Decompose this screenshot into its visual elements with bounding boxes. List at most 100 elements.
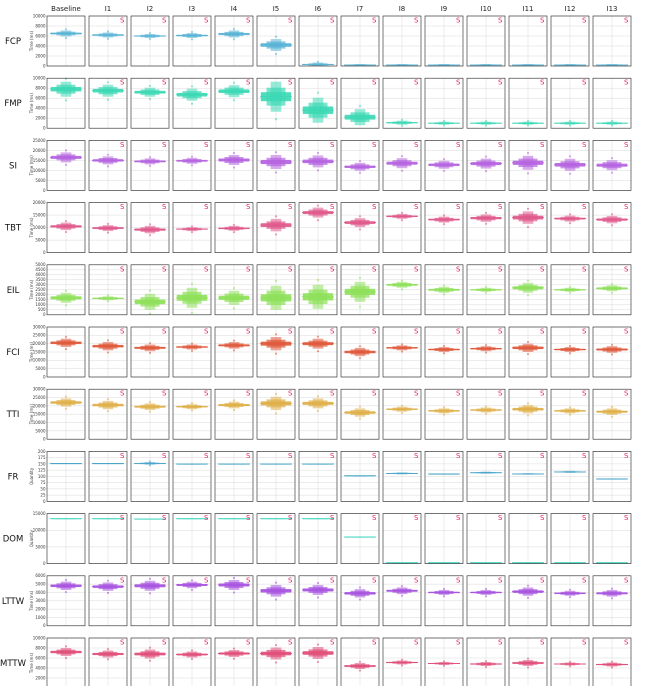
panel-frame — [256, 388, 296, 440]
panel: S — [550, 140, 590, 191]
panel: S — [88, 140, 128, 191]
y-tick-label: 2000 — [35, 53, 46, 58]
panel-frame — [508, 202, 548, 253]
y-tick-label: 1000 — [35, 302, 46, 307]
outlier-point — [190, 231, 194, 234]
outlier-point — [106, 37, 110, 40]
outlier-point — [610, 124, 614, 127]
panel: S — [382, 140, 422, 191]
panel-frame — [256, 451, 296, 502]
significance-mark: S — [288, 141, 293, 149]
panel: S — [214, 326, 254, 378]
panel-frame — [130, 326, 170, 378]
panel-frame — [340, 326, 380, 378]
significance-mark: S — [204, 141, 209, 149]
panel: S — [508, 451, 548, 502]
outlier-point — [484, 587, 488, 591]
outlier-point — [274, 279, 278, 283]
panel: S — [298, 451, 338, 502]
panel-frame — [340, 264, 380, 316]
panel-frame — [88, 264, 128, 316]
panel-frame — [550, 575, 590, 627]
outlier-point — [400, 343, 404, 346]
panel-frame — [508, 637, 548, 686]
panel: S — [214, 513, 254, 564]
panel: S — [424, 77, 464, 129]
y-tick-label: 75 — [40, 480, 46, 485]
panel-frame — [466, 513, 506, 564]
y-axis-label: Quantity — [29, 467, 34, 485]
y-tick-label: 2000 — [35, 675, 46, 680]
y-tick-label: 1500 — [35, 297, 46, 302]
outlier-point — [526, 207, 530, 210]
outlier-point — [148, 400, 152, 404]
panel-frame — [130, 451, 170, 502]
significance-mark: S — [498, 328, 503, 336]
outlier-point — [610, 666, 614, 669]
outlier-point — [568, 285, 572, 289]
row-label: LTTW — [2, 597, 25, 607]
outlier-point — [232, 99, 236, 102]
outlier-point — [526, 657, 530, 660]
outlier-point — [610, 415, 614, 418]
panel: S — [592, 264, 632, 316]
panel-frame — [382, 637, 422, 686]
y-tick-label: 4000 — [35, 272, 46, 277]
panel — [46, 202, 86, 253]
significance-mark: S — [288, 79, 293, 87]
outlier-point — [442, 124, 446, 127]
outlier-point — [358, 598, 362, 601]
panel: S — [466, 77, 506, 129]
y-tick-label: 0 — [43, 374, 46, 379]
outlier-point — [64, 149, 68, 152]
y-axis-label: Time (ms) — [29, 93, 34, 115]
outlier-point — [106, 81, 110, 84]
panel: S — [130, 264, 170, 316]
panel: S — [256, 77, 296, 129]
outlier-point — [526, 402, 530, 405]
outlier-point — [148, 234, 152, 237]
outlier-point — [568, 344, 572, 348]
panel: S — [130, 513, 170, 564]
outlier-point — [106, 351, 110, 354]
outlier-point — [148, 577, 152, 580]
panel: S — [466, 326, 506, 378]
panel: S — [130, 15, 170, 67]
panel-frame — [466, 326, 506, 378]
panel-frame — [592, 264, 632, 316]
outlier-point — [568, 213, 572, 216]
y-tick-label: 3500 — [35, 277, 46, 282]
panel — [46, 140, 86, 191]
significance-mark: S — [498, 390, 503, 398]
outlier-point — [526, 120, 530, 123]
outlier-point — [358, 660, 362, 663]
panel-frame — [298, 15, 338, 67]
outlier-point — [148, 592, 152, 595]
significance-mark: S — [624, 514, 629, 522]
panel: S — [88, 15, 128, 67]
significance-mark: S — [204, 265, 209, 273]
outlier-point — [484, 124, 488, 127]
outlier-point — [316, 581, 320, 585]
row-label: TBT — [4, 224, 22, 234]
significance-mark: S — [456, 452, 461, 460]
significance-mark: S — [120, 79, 125, 87]
outlier-point — [526, 584, 530, 587]
significance-mark: S — [246, 79, 251, 87]
outlier-point — [610, 343, 614, 346]
outlier-point — [442, 587, 446, 591]
panel-frame — [550, 77, 590, 129]
significance-mark: S — [288, 390, 293, 398]
y-tick-label: 500 — [38, 307, 46, 312]
significance-mark: S — [288, 452, 293, 460]
panel-frame — [88, 326, 128, 378]
outlier-point — [442, 406, 446, 409]
y-tick-label: 4000 — [35, 590, 46, 595]
significance-mark: S — [624, 141, 629, 149]
panel: S — [424, 575, 464, 627]
panel: S — [550, 575, 590, 627]
panel-frame — [172, 575, 212, 627]
panel: S — [508, 388, 548, 440]
significance-mark: S — [456, 639, 461, 647]
